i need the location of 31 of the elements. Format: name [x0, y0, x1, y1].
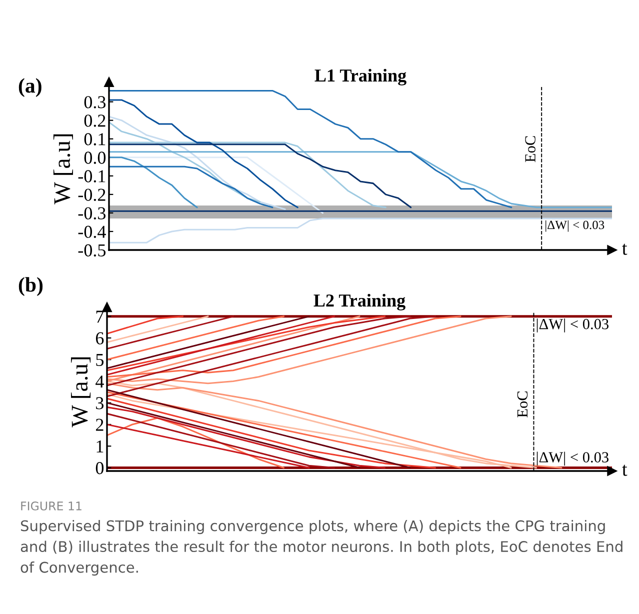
y-tick-label: -0.2: [78, 188, 106, 201]
y-tick-label: 1: [96, 440, 104, 452]
chart-title: L2 Training: [314, 294, 406, 310]
x-axis-title: t: [622, 244, 628, 255]
y-tick-label: -0.1: [78, 170, 106, 182]
x-axis-title: t: [622, 464, 628, 476]
ref-line-label: |ΔW| < 0.03: [536, 452, 608, 466]
ref-line-label: |ΔW| < 0.03: [536, 318, 608, 332]
y-tick-label: 3: [96, 397, 104, 410]
y-tick-label: 4: [96, 376, 104, 388]
y-tick-label: 6: [96, 332, 104, 344]
annotation: EoC: [517, 391, 528, 418]
chart-title: L1 Training: [314, 68, 406, 86]
text: (b): [18, 277, 43, 296]
band-label: |ΔW| < 0.03: [546, 220, 604, 232]
y-tick-label: 5: [96, 354, 104, 366]
caption: FIGURE 11: [21, 501, 82, 510]
y-tick-label: -0.4: [78, 226, 106, 238]
y-tick-label: 0.2: [84, 114, 106, 127]
y-tick-label: 0.0: [84, 152, 106, 164]
y-axis-title: W [a.u]: [71, 357, 91, 428]
y-tick-label: 0.3: [84, 96, 106, 108]
y-axis-title: W [a.u]: [53, 134, 73, 204]
y-tick-label: -0.5: [78, 244, 106, 257]
y-tick-label: 2: [96, 418, 104, 431]
y-tick-label: -0.3: [78, 207, 106, 220]
y-tick-label: 0.1: [84, 133, 106, 146]
text: Supervised STDP training convergence plots, where (A) depicts the CPG training and (B) illustrates the result for the motor neurons. In both plots, EoC denotes End of Convergence.: [20, 520, 622, 576]
text: (a): [18, 78, 42, 97]
annotation: EoC: [525, 136, 536, 162]
y-tick-label: 0: [96, 462, 104, 474]
